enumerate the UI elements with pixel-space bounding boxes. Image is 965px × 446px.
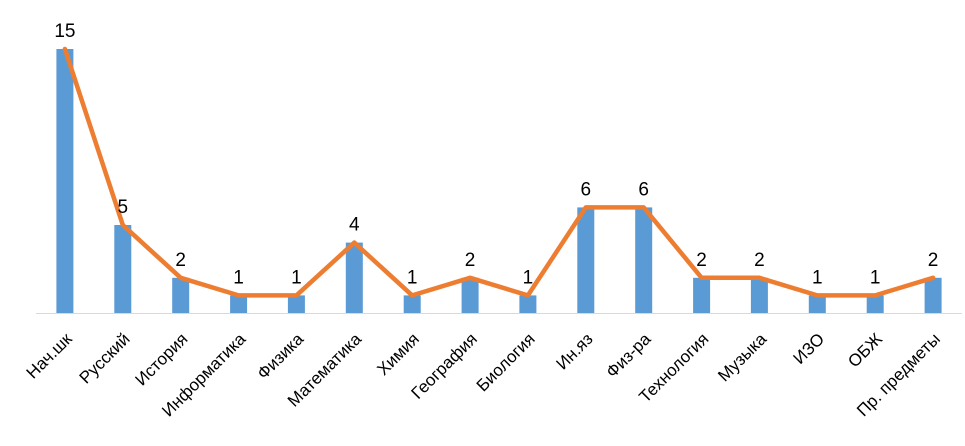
category-label-11: Физ-ра — [602, 329, 655, 382]
data-label-15: 1 — [870, 267, 881, 288]
data-label-13: 2 — [754, 250, 765, 271]
bar-10 — [577, 207, 594, 313]
category-label-5: Физика — [253, 329, 307, 383]
data-label-1: 15 — [54, 21, 75, 42]
category-label-7: Химия — [373, 329, 423, 379]
category-label-9: Биология — [473, 329, 539, 395]
bar-16 — [925, 278, 942, 313]
bar-9 — [519, 295, 536, 313]
line-layer — [65, 49, 933, 296]
data-label-9: 1 — [523, 267, 534, 288]
data-label-10: 6 — [581, 179, 592, 200]
bar-12 — [693, 278, 710, 313]
data-label-7: 1 — [407, 267, 418, 288]
data-label-16: 2 — [928, 250, 939, 271]
bar-8 — [462, 278, 479, 313]
trend-line — [65, 49, 933, 295]
category-label-10: Ин.яз — [553, 329, 597, 373]
bar-2 — [114, 225, 131, 313]
bar-1 — [56, 49, 73, 313]
data-label-5: 1 — [291, 267, 302, 288]
data-label-3: 2 — [175, 250, 186, 271]
data-label-8: 2 — [465, 250, 476, 271]
data-label-14: 1 — [812, 267, 823, 288]
data-label-11: 6 — [638, 179, 649, 200]
category-label-14: ИЗО — [790, 329, 829, 368]
category-label-15: ОБЖ — [844, 329, 886, 371]
bar-5 — [288, 295, 305, 313]
category-label-3: История — [131, 329, 191, 389]
bar-7 — [404, 295, 421, 313]
data-label-4: 1 — [233, 267, 244, 288]
bar-13 — [751, 278, 768, 313]
category-label-2: Русский — [76, 329, 134, 387]
data-labels-layer: 15 5 2 1 1 4 1 2 1 6 6 2 2 1 1 2 — [54, 21, 938, 288]
bar-6 — [346, 243, 363, 313]
data-label-2: 5 — [118, 197, 129, 218]
bar-3 — [172, 278, 189, 313]
data-label-6: 4 — [349, 215, 360, 236]
bar-11 — [635, 207, 652, 313]
bars-layer — [56, 49, 941, 313]
category-label-1: Нач.шк — [23, 329, 76, 382]
data-label-12: 2 — [696, 250, 707, 271]
bar-15 — [867, 295, 884, 313]
bar-4 — [230, 295, 247, 313]
bar-14 — [809, 295, 826, 313]
category-label-13: Музыка — [714, 329, 770, 385]
